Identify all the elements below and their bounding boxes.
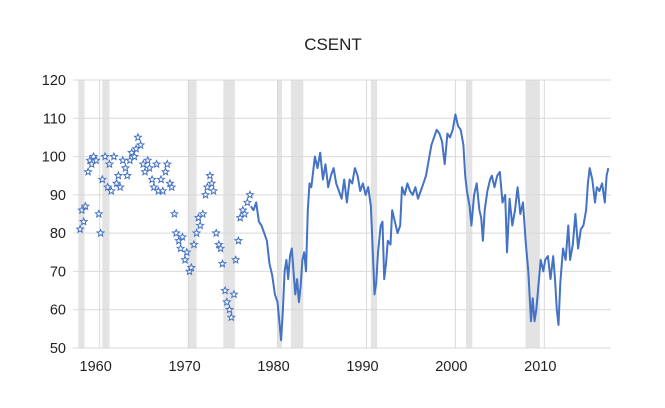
data-point-marker bbox=[129, 151, 140, 161]
data-point-marker bbox=[229, 289, 239, 299]
data-point-marker bbox=[156, 174, 166, 184]
data-point-marker bbox=[191, 228, 202, 238]
data-point-marker bbox=[182, 247, 192, 257]
data-point-marker bbox=[133, 132, 143, 142]
data-point-marker bbox=[122, 170, 132, 180]
recession-band bbox=[187, 80, 197, 348]
data-point-marker bbox=[160, 166, 171, 176]
data-point-marker bbox=[144, 163, 155, 173]
chart-title: CSENT bbox=[304, 35, 362, 54]
x-tick-label: 2000 bbox=[435, 359, 467, 375]
series-line bbox=[250, 113, 610, 342]
data-point-marker bbox=[195, 220, 205, 230]
data-point-marker bbox=[100, 151, 110, 161]
data-point-marker bbox=[78, 216, 89, 226]
y-tick-label: 50 bbox=[50, 341, 66, 357]
data-point-marker bbox=[97, 174, 108, 184]
data-point-marker bbox=[215, 243, 226, 253]
data-point-marker bbox=[222, 297, 232, 307]
y-tick-label: 70 bbox=[50, 264, 66, 280]
data-point-marker bbox=[75, 224, 85, 234]
data-point-marker bbox=[149, 182, 159, 192]
data-point-marker bbox=[175, 243, 186, 253]
data-point-marker bbox=[158, 186, 168, 195]
data-point-marker bbox=[169, 209, 180, 218]
y-axis-tick-labels: 50 60 70 80 90 100 110 120 bbox=[42, 73, 66, 357]
y-tick-label: 60 bbox=[50, 303, 66, 319]
data-point-marker bbox=[111, 178, 122, 188]
data-point-marker bbox=[231, 254, 241, 265]
y-tick-label: 120 bbox=[42, 73, 66, 89]
recession-band bbox=[370, 80, 378, 348]
x-tick-label: 1970 bbox=[168, 359, 200, 375]
data-point-marker bbox=[143, 155, 153, 165]
data-point-marker bbox=[189, 239, 199, 249]
data-point-marker bbox=[103, 182, 113, 192]
x-tick-label: 2010 bbox=[524, 359, 556, 375]
data-point-marker bbox=[80, 201, 91, 211]
data-point-marker bbox=[180, 254, 190, 265]
data-point-marker bbox=[226, 312, 236, 322]
data-point-marker bbox=[135, 140, 146, 150]
series-layer bbox=[75, 113, 610, 342]
y-tick-label: 90 bbox=[50, 188, 66, 204]
data-point-marker bbox=[106, 186, 116, 195]
data-point-marker bbox=[198, 209, 208, 218]
recession-band bbox=[290, 80, 304, 348]
data-point-marker bbox=[211, 228, 221, 238]
data-point-marker bbox=[217, 258, 228, 268]
data-point-marker bbox=[104, 159, 115, 169]
data-point-marker bbox=[151, 159, 162, 169]
data-point-marker bbox=[208, 186, 219, 195]
data-point-marker bbox=[224, 304, 235, 314]
data-point-marker bbox=[147, 174, 157, 184]
x-axis-tick-labels: 1960 1970 1980 1990 2000 2010 bbox=[80, 359, 557, 375]
recession-band bbox=[277, 80, 282, 348]
recession-band bbox=[78, 80, 85, 348]
data-point-marker bbox=[165, 178, 175, 188]
data-point-marker bbox=[94, 209, 104, 218]
data-point-marker bbox=[220, 285, 230, 295]
data-point-marker bbox=[177, 232, 188, 241]
data-point-marker bbox=[113, 170, 124, 180]
data-point-marker bbox=[91, 155, 101, 165]
data-point-marker bbox=[245, 189, 255, 199]
x-tick-label: 1990 bbox=[346, 359, 378, 375]
data-point-marker bbox=[239, 209, 250, 218]
x-tick-label: 1960 bbox=[80, 359, 112, 375]
data-point-marker bbox=[233, 235, 244, 245]
y-tick-label: 100 bbox=[42, 150, 66, 166]
recession-band bbox=[466, 80, 473, 348]
data-point-marker bbox=[167, 182, 177, 192]
data-point-marker bbox=[242, 197, 252, 207]
y-tick-label: 80 bbox=[50, 226, 66, 242]
data-point-marker bbox=[118, 155, 128, 165]
recession-band bbox=[102, 80, 110, 348]
data-point-marker bbox=[171, 228, 181, 238]
data-point-marker bbox=[207, 178, 217, 188]
data-point-marker bbox=[95, 228, 106, 238]
data-point-marker bbox=[109, 151, 119, 161]
data-point-marker bbox=[205, 170, 215, 180]
x-tick-label: 1980 bbox=[257, 359, 289, 375]
data-point-marker bbox=[186, 262, 196, 272]
data-point-marker bbox=[83, 166, 93, 176]
data-point-marker bbox=[200, 189, 211, 199]
recession-band bbox=[223, 80, 235, 348]
y-tick-label: 110 bbox=[43, 111, 66, 127]
data-point-marker bbox=[162, 159, 172, 169]
data-point-marker bbox=[115, 182, 125, 192]
data-point-marker bbox=[120, 163, 131, 173]
